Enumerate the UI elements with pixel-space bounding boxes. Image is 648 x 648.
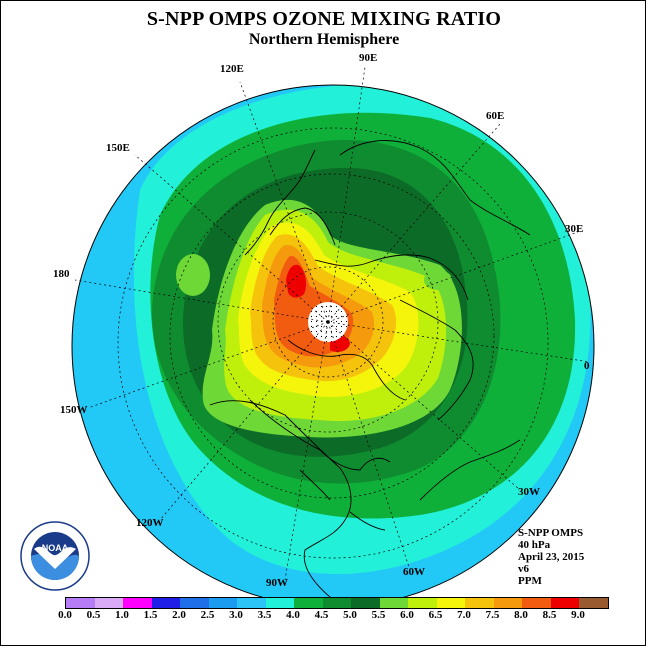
logo-text: NOAA xyxy=(42,543,69,553)
coastline-hudson xyxy=(249,399,391,471)
lon-label-90e: 90E xyxy=(359,52,378,64)
colorbar-swatch-13 xyxy=(436,598,465,608)
colorbar-swatch-12 xyxy=(408,598,437,608)
meridian-0 xyxy=(327,321,591,363)
info-level: 40 hPa xyxy=(518,539,551,551)
latitude-circle-70 xyxy=(217,211,439,433)
meridian-60e xyxy=(327,123,501,323)
colorbar-swatch-15 xyxy=(493,598,522,608)
graticule xyxy=(74,66,591,581)
colorbar-tick-label: 3.0 xyxy=(229,609,243,621)
lon-label-60w: 60W xyxy=(403,566,425,578)
colorbar-ticks: 0.0 0.5 1.0 1.5 2.0 2.5 3.0 3.5 4.0 4.5 5.0 5.5 6.0 6… xyxy=(0,609,648,623)
colorbar-swatch-17 xyxy=(550,598,579,608)
colorbar-swatch-16 xyxy=(522,598,551,608)
figure-subtitle: Northern Hemisphere xyxy=(248,31,400,48)
info-date: April 23, 2015 xyxy=(518,551,585,563)
colorbar-swatch-2 xyxy=(123,598,152,608)
coastline-caribbean xyxy=(299,469,386,531)
meridian-60w xyxy=(327,321,411,571)
colorbar-tick-label: 8.0 xyxy=(514,609,528,621)
lon-label-180: 180 xyxy=(53,268,70,280)
colorbar-swatch-10 xyxy=(351,598,380,608)
colorbar-swatch-14 xyxy=(465,598,494,608)
colorbar-tick-label: 4.5 xyxy=(314,609,329,621)
colorbar-swatch-1 xyxy=(94,598,123,608)
coastline-asia xyxy=(339,140,531,236)
colorbar-tick-label: 0.5 xyxy=(86,609,101,621)
contour-8.5-north xyxy=(286,264,307,298)
colorbar-tick-label: 0.0 xyxy=(58,609,72,621)
lon-label-120w: 120W xyxy=(136,517,164,529)
lon-label-30e: 30E xyxy=(565,223,584,235)
contour-5.5-pacific xyxy=(176,254,210,296)
colorbar-tick-label: 7.0 xyxy=(457,609,471,621)
lon-label-90w: 90W xyxy=(266,577,288,589)
colorbar-tick-label: 4.0 xyxy=(286,609,300,621)
meridian-30e xyxy=(327,231,579,323)
colorbar-tick-label: 6.0 xyxy=(400,609,414,621)
colorbar xyxy=(65,597,609,609)
figure-title: S-NPP OMPS OZONE MIXING RATIO xyxy=(146,8,502,30)
noaa-logo-icon: NOAA xyxy=(20,521,90,591)
info-units: PPM xyxy=(518,575,542,587)
coastline-north-america-west xyxy=(209,400,352,606)
colorbar-tick-label: 5.5 xyxy=(371,609,386,621)
contour-5.5-siberia xyxy=(424,270,452,290)
lon-label-0: 0 xyxy=(584,360,590,372)
coastline-siberia xyxy=(314,254,469,301)
colorbar-tick-label: 8.5 xyxy=(542,609,557,621)
colorbar-swatch-6 xyxy=(237,598,266,608)
lon-label-150w: 150W xyxy=(60,404,88,416)
info-instrument: S-NPP OMPS xyxy=(518,527,584,539)
lon-label-150e: 150E xyxy=(106,142,130,154)
colorbar-tick-label: 2.0 xyxy=(172,609,186,621)
coastline-africa xyxy=(419,439,521,501)
colorbar-tick-label: 5.0 xyxy=(343,609,357,621)
colorbar-swatch-4 xyxy=(180,598,209,608)
colorbar-swatch-0 xyxy=(66,598,95,608)
coastline-greenland xyxy=(287,339,406,401)
colorbar-tick-label: 3.5 xyxy=(257,609,272,621)
meridian-120w xyxy=(159,321,329,521)
lon-label-120e: 120E xyxy=(220,63,244,75)
colorbar-swatch-11 xyxy=(379,598,408,608)
colorbar-swatch-8 xyxy=(294,598,323,608)
colorbar-tick-label: 1.0 xyxy=(115,609,129,621)
colorbar-tick-label: 1.5 xyxy=(143,609,158,621)
latitude-circle-50 xyxy=(117,127,549,559)
info-panel: S-NPP OMPS 40 hPa April 23, 2015 v6 PPM xyxy=(518,527,584,587)
latitude-circle-60 xyxy=(169,173,495,499)
colorbar-swatch-5 xyxy=(208,598,237,608)
meridian-90w xyxy=(284,321,329,581)
colorbar-swatch-7 xyxy=(265,598,294,608)
latitude-circle-80 xyxy=(272,266,384,378)
colorbar-swatch-18 xyxy=(579,598,608,608)
coastlines xyxy=(209,140,531,606)
colorbar-tick-label: 9.0 xyxy=(571,609,585,621)
coastline-east-siberia xyxy=(269,207,336,246)
coastline-europe xyxy=(399,299,474,421)
lon-label-60e: 60E xyxy=(486,110,505,122)
coastline-kamchatka xyxy=(244,149,316,256)
info-version: v6 xyxy=(518,563,529,575)
colorbar-tick-label: 2.5 xyxy=(200,609,215,621)
colorbar-tick-label: 6.5 xyxy=(428,609,443,621)
colorbar-swatch-9 xyxy=(322,598,351,608)
colorbar-tick-label: 7.5 xyxy=(485,609,500,621)
lon-label-30w: 30W xyxy=(518,486,540,498)
colorbar-swatch-3 xyxy=(151,598,180,608)
